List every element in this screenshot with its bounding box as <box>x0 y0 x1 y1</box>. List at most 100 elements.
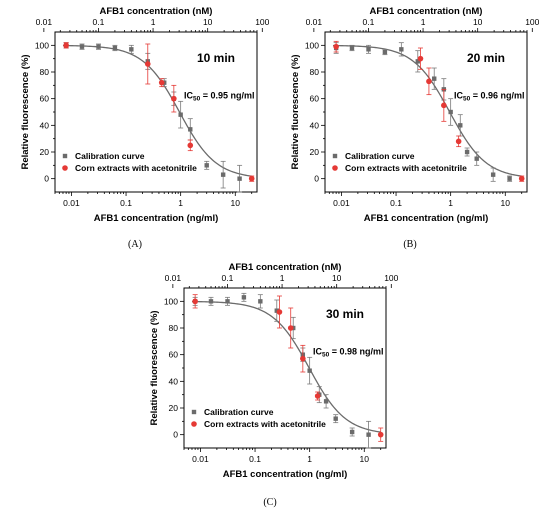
x-top-tick-label: 0.01 <box>306 17 323 27</box>
y-tick-label: 20 <box>310 147 320 157</box>
legend-label-corn: Corn extracts with acetonitrile <box>75 163 197 173</box>
y-tick-label: 60 <box>169 350 179 360</box>
calibration-point <box>432 76 437 81</box>
x-top-tick-label: 10 <box>473 17 483 27</box>
x-top-tick-label: 1 <box>280 273 285 283</box>
x-tick-label: 0.01 <box>192 454 209 464</box>
calibration-point <box>399 47 404 52</box>
x-top-tick-label: 1 <box>151 17 156 27</box>
y-tick-label: 0 <box>314 174 319 184</box>
calibration-point <box>448 109 453 115</box>
time-annotation: 10 min <box>197 51 235 65</box>
corn-extract-point <box>144 61 151 67</box>
x-top-tick-label: 0.01 <box>165 273 182 283</box>
time-annotation: 30 min <box>326 307 364 321</box>
ic50-prefix: IC <box>313 347 323 357</box>
y-tick-label: 60 <box>310 94 320 104</box>
legend-label-calibration: Calibration curve <box>204 407 274 417</box>
x-tick-label: 10 <box>360 454 370 464</box>
x-axis-title: AFB1 concentration (ng/ml) <box>94 213 219 224</box>
legend-label-calibration: Calibration curve <box>75 151 145 161</box>
calibration-point <box>208 299 214 304</box>
y-tick-label: 20 <box>40 147 50 157</box>
x-tick-label: 1 <box>448 198 453 208</box>
legend-swatch-corn <box>332 165 338 171</box>
panel-label: (A) <box>128 239 142 250</box>
ic50-value: = 0.98 ng/ml <box>329 347 383 357</box>
x-top-tick-label: 1 <box>421 17 426 27</box>
corn-extract-point <box>377 431 384 438</box>
x-top-tick-label: 100 <box>384 273 398 283</box>
corn-extract-point <box>287 325 294 331</box>
y-tick-label: 80 <box>40 67 50 77</box>
x-tick-label: 0.01 <box>63 198 80 208</box>
ic50-annotation: IC50 = 0.98 ng/ml <box>313 347 384 359</box>
x-top-tick-label: 10 <box>203 17 213 27</box>
calibration-point <box>366 47 371 52</box>
corn-extract-point <box>441 102 447 109</box>
calibration-point <box>178 112 183 117</box>
x-top-tick-label: 0.1 <box>222 273 234 283</box>
calibration-point <box>274 308 279 313</box>
y-tick-label: 80 <box>169 323 179 333</box>
y-axis-title: Relative fluorescence (%) <box>20 54 31 169</box>
corn-extract-point <box>187 142 194 149</box>
corn-extract-point <box>314 393 321 399</box>
x-tick-label: 1 <box>307 454 312 464</box>
x-tick-label: 0.01 <box>333 198 350 208</box>
ic50-value: = 0.96 ng/ml <box>470 91 524 101</box>
ic50-subscript: 50 <box>322 352 330 359</box>
legend-label-corn: Corn extracts with acetonitrile <box>204 419 326 429</box>
ic50-value: = 0.95 ng/ml <box>200 91 254 101</box>
calibration-point <box>241 295 247 300</box>
corn-extract-point <box>426 78 432 85</box>
calibration-point <box>474 156 479 161</box>
x-top-tick-label: 100 <box>525 17 539 27</box>
x-top-axis-title: AFB1 concentration (nM) <box>370 6 483 17</box>
ic50-subscript: 50 <box>463 96 471 103</box>
y-tick-label: 80 <box>310 67 320 77</box>
corn-extract-point <box>171 95 177 102</box>
y-axis-title: Relative fluorescence (%) <box>149 310 160 425</box>
corn-extract-point <box>63 42 69 49</box>
x-tick-label: 1 <box>178 198 183 208</box>
corn-extract-point <box>192 298 198 305</box>
ic50-annotation: IC50 = 0.95 ng/ml <box>184 91 255 103</box>
ic50-prefix: IC <box>454 91 464 101</box>
x-top-tick-label: 0.1 <box>363 17 375 27</box>
y-tick-label: 40 <box>310 120 320 130</box>
panel-label: (B) <box>403 239 416 250</box>
ic50-annotation: IC50 = 0.96 ng/ml <box>454 91 525 103</box>
legend-swatch-corn <box>62 165 68 171</box>
calibration-point <box>225 299 230 304</box>
corn-extract-point <box>276 309 283 315</box>
calibration-point <box>204 163 209 168</box>
fit-curve <box>62 44 252 177</box>
calibration-point <box>349 45 355 51</box>
y-tick-label: 100 <box>305 40 319 50</box>
corn-extract-point <box>455 138 462 145</box>
fit-curve <box>332 44 522 177</box>
time-annotation: 20 min <box>467 51 505 65</box>
calibration-point <box>307 368 312 373</box>
calibration-point <box>112 45 118 51</box>
calibration-point <box>237 176 242 181</box>
calibration-point <box>415 59 420 64</box>
calibration-point <box>382 49 388 55</box>
chart-panel-2: 0.01 0.1 1 10 0.01 0.1 1 10 100 0 20 40 60 80 100 AFB1 … <box>290 6 540 250</box>
ic50-prefix: IC <box>184 91 194 101</box>
y-tick-label: 20 <box>169 403 179 413</box>
corn-extract-point <box>300 355 306 362</box>
y-tick-label: 100 <box>35 40 49 50</box>
y-tick-label: 60 <box>40 94 50 104</box>
legend-label-corn: Corn extracts with acetonitrile <box>345 163 467 173</box>
x-tick-label: 10 <box>501 198 511 208</box>
calibration-point <box>79 44 85 49</box>
calibration-point <box>258 299 263 304</box>
calibration-point <box>129 47 134 52</box>
calibration-point <box>323 399 329 404</box>
y-axis-title: Relative fluorescence (%) <box>290 54 301 169</box>
x-tick-label: 0.1 <box>249 454 261 464</box>
fit-curve <box>191 300 381 433</box>
